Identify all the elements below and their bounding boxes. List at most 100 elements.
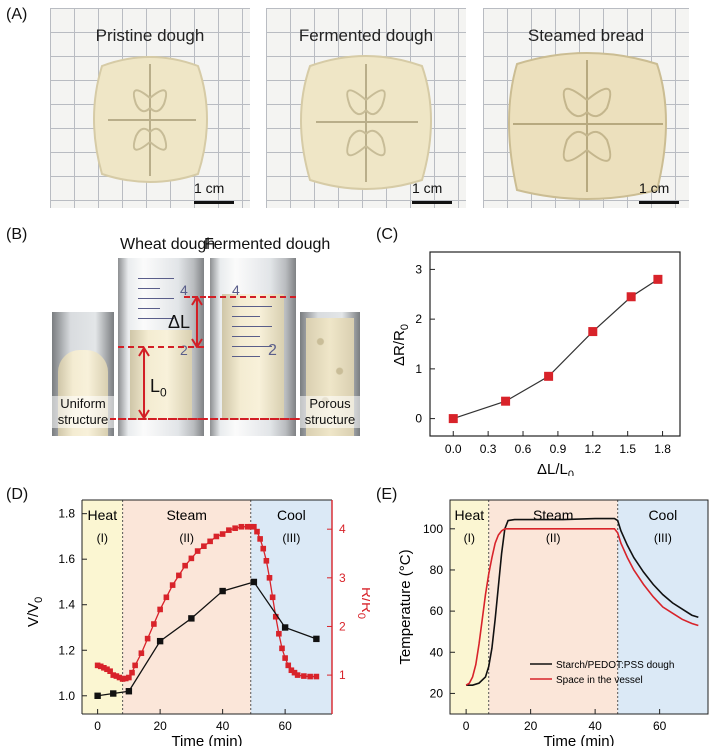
scale-bar bbox=[194, 201, 234, 204]
data-point-resistance bbox=[279, 645, 285, 652]
y-left-tick-label: 1.6 bbox=[58, 552, 75, 566]
data-point-resistance bbox=[232, 525, 238, 532]
data-point-resistance bbox=[163, 594, 170, 601]
height-line-top bbox=[210, 296, 296, 298]
data-point-resistance bbox=[291, 669, 298, 676]
region-name: Heat bbox=[88, 507, 118, 523]
x-tick-label: 0.9 bbox=[550, 442, 567, 456]
photo-title: Pristine dough bbox=[95, 26, 205, 45]
y-right-tick-label: 2 bbox=[339, 619, 346, 633]
pristine-dough-photo: Pristine dough 1 cm bbox=[50, 8, 250, 208]
y-axis-label-subscript: 0 bbox=[399, 324, 411, 330]
scale-bar-label: 1 cm bbox=[194, 180, 225, 196]
data-point-resistance bbox=[94, 662, 101, 669]
scale-bar bbox=[412, 201, 452, 204]
y-tick-label: 3 bbox=[415, 262, 422, 276]
y-right-axis-label: R/R0 bbox=[355, 587, 370, 619]
panel-c-label: (C) bbox=[376, 226, 399, 243]
data-point-resistance bbox=[194, 548, 201, 554]
data-point-resistance bbox=[263, 557, 270, 564]
y-axis-label: ΔR/R0 bbox=[391, 324, 411, 366]
porous-structure-label: Porous structure bbox=[300, 396, 360, 428]
y-tick-label: 2 bbox=[415, 312, 422, 326]
region-name: Heat bbox=[455, 507, 485, 523]
x-tick-label: 0.0 bbox=[445, 442, 462, 456]
y-tick-label: 60 bbox=[430, 604, 444, 618]
panel-b-label: (B) bbox=[6, 226, 28, 243]
region-steam bbox=[488, 500, 618, 714]
uniform-structure-photo: Uniform structure bbox=[52, 312, 114, 436]
data-point-resistance bbox=[313, 673, 320, 680]
data-point-resistance bbox=[113, 673, 120, 679]
data-point-resistance bbox=[188, 555, 195, 562]
data-point-resistance bbox=[201, 543, 207, 550]
x-tick-label: 0.6 bbox=[515, 442, 532, 456]
region-roman: (II) bbox=[179, 531, 194, 545]
x-tick-label: 20 bbox=[153, 719, 167, 733]
x-tick-label: 40 bbox=[588, 719, 602, 733]
chart-temperature-vs-time: Heat (I) Steam (II) Cool (III) 0 20 40 60 20 40 60 80… bbox=[397, 499, 709, 746]
data-point-resistance bbox=[266, 575, 273, 581]
region-name: Cool bbox=[277, 507, 306, 523]
data-point-resistance bbox=[269, 594, 276, 601]
region-roman: (I) bbox=[464, 531, 475, 545]
data-point-volume bbox=[219, 587, 226, 595]
plot-frame bbox=[429, 251, 681, 437]
delta-l-arrow bbox=[191, 296, 203, 348]
data-point-resistance bbox=[294, 672, 301, 678]
plot-frame bbox=[449, 499, 709, 715]
data-point-resistance bbox=[260, 545, 267, 552]
steamed-bread-photo: Steamed bread 1 cm bbox=[483, 8, 689, 208]
x-tick-label: 60 bbox=[653, 719, 667, 733]
data-point-resistance bbox=[132, 662, 138, 669]
l0-subscript: 0 bbox=[160, 385, 167, 400]
legend-label: Starch/PEDOT:PSS dough bbox=[556, 660, 674, 671]
data-point-resistance bbox=[129, 669, 135, 676]
label-line: structure bbox=[304, 412, 356, 427]
data-point bbox=[448, 414, 458, 424]
fermented-dough-photo: Fermented dough 1 cm bbox=[266, 8, 466, 208]
data-point-volume bbox=[94, 692, 101, 699]
data-point-volume bbox=[125, 688, 133, 695]
x-axis-label: Time (min) bbox=[171, 733, 242, 746]
data-point-resistance bbox=[238, 523, 245, 530]
legend-label: Space in the vessel bbox=[556, 675, 643, 686]
data-point-resistance bbox=[247, 523, 254, 530]
region-roman: (III) bbox=[282, 531, 300, 545]
graduation-mark bbox=[232, 336, 260, 337]
x-tick-label: 0 bbox=[94, 719, 101, 733]
data-point-volume bbox=[110, 690, 117, 697]
x-axis-label: ΔL/L0 bbox=[537, 461, 574, 476]
data-point-resistance bbox=[254, 528, 260, 535]
region-name: Cool bbox=[648, 507, 677, 523]
data-point-resistance bbox=[151, 621, 157, 627]
graduation-number-2: 2 bbox=[180, 342, 188, 358]
region-roman: (II) bbox=[546, 531, 561, 545]
data-point-resistance bbox=[301, 673, 307, 679]
delta-l-label: ΔL bbox=[168, 312, 191, 332]
series-line-vessel bbox=[465, 528, 699, 686]
region-name: Steam bbox=[166, 507, 206, 523]
x-tick-label: 1.2 bbox=[584, 442, 601, 456]
scale-bar bbox=[639, 201, 679, 204]
region-name: Steam bbox=[533, 507, 573, 523]
chart-volume-resistance-vs-time: Heat(I)Steam(II)Cool(III)0 20 40 601.01.21.… bbox=[25, 499, 370, 746]
data-point-resistance bbox=[272, 613, 279, 620]
data-point-volume bbox=[250, 578, 258, 586]
x-tick-label: 40 bbox=[216, 719, 230, 733]
graduation-mark bbox=[138, 298, 174, 299]
photo-title: Steamed bread bbox=[527, 26, 645, 45]
data-point-resistance bbox=[288, 667, 295, 674]
label-line: structure bbox=[57, 412, 109, 427]
data-point-resistance bbox=[276, 630, 282, 637]
data-point-resistance bbox=[176, 572, 182, 579]
y-right-axis-label-base: R/R bbox=[358, 587, 370, 613]
y-tick-label: 40 bbox=[430, 645, 444, 659]
data-point-volume bbox=[156, 637, 164, 645]
fermented-dough-cylinder: 4 2 bbox=[210, 258, 296, 436]
graduation-mark bbox=[138, 288, 160, 289]
graduation-number-2: 2 bbox=[268, 342, 277, 359]
y-tick-label: 20 bbox=[430, 686, 444, 700]
porous-structure-photo: Porous structure bbox=[300, 312, 360, 436]
